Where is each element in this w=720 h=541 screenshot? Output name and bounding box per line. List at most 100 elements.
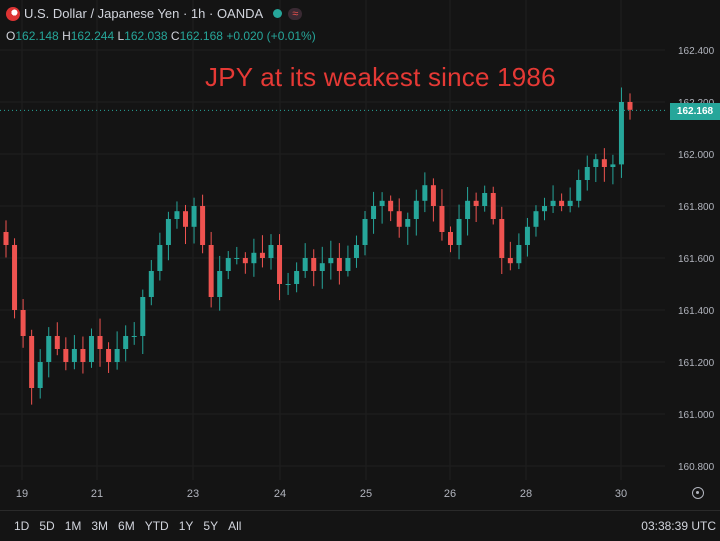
- candle-body: [388, 200, 394, 212]
- candle-body: [285, 284, 291, 285]
- candle-body: [379, 200, 385, 206]
- y-tick-label: 162.000: [678, 150, 715, 161]
- candle-body: [140, 297, 146, 336]
- candle-body: [465, 200, 471, 219]
- timeframe-ytd[interactable]: YTD: [144, 519, 169, 533]
- candle-body: [413, 200, 419, 219]
- chart-header: U.S. Dollar / Japanese Yen · 1h · OANDA …: [6, 6, 303, 21]
- symbol-title[interactable]: U.S. Dollar / Japanese Yen · 1h · OANDA: [24, 6, 264, 21]
- y-tick-label: 161.200: [678, 358, 715, 369]
- candle-body: [353, 245, 359, 258]
- candle-body: [277, 245, 283, 284]
- candle-body: [165, 219, 171, 245]
- bottom-divider: [0, 510, 720, 511]
- candle-body: [362, 219, 368, 245]
- candle-body: [473, 200, 479, 206]
- wave-icon[interactable]: ≈: [288, 7, 303, 20]
- candle-body: [405, 219, 411, 227]
- timeframe-all[interactable]: All: [228, 519, 242, 533]
- x-tick-label: 25: [360, 488, 372, 500]
- candle-body: [482, 193, 488, 206]
- utc-clock[interactable]: 03:38:39 UTC: [641, 519, 716, 533]
- ohlc-legend: O162.148 H162.244 L162.038 C162.168 +0.0…: [6, 29, 316, 43]
- candle-body: [242, 258, 248, 264]
- candle-body: [345, 258, 351, 271]
- candle-body: [114, 349, 120, 362]
- candle-body: [259, 252, 265, 258]
- candle-body: [46, 336, 52, 362]
- candle-body: [311, 258, 317, 271]
- candle-body: [37, 362, 43, 388]
- timeframe-5d[interactable]: 5D: [39, 519, 55, 533]
- x-tick-label: 28: [520, 488, 532, 500]
- flag-icon: [6, 6, 20, 21]
- candle-body: [20, 310, 26, 336]
- candle-body: [29, 336, 35, 388]
- high-value: 162.244: [70, 29, 115, 43]
- x-tick-label: 30: [615, 488, 627, 500]
- candle-body: [97, 336, 103, 349]
- candle-body: [63, 349, 69, 362]
- market-open-icon: [273, 9, 283, 18]
- chart-annotation: JPY at its weakest since 1986: [205, 62, 556, 92]
- candle-body: [567, 200, 573, 206]
- candle-body: [524, 226, 530, 245]
- timeframe-6m[interactable]: 6M: [118, 519, 135, 533]
- timeframe-1m[interactable]: 1M: [64, 519, 82, 533]
- candle-body: [371, 206, 377, 219]
- candle-body: [610, 164, 616, 167]
- candle-body: [294, 271, 300, 284]
- candle-body: [3, 232, 9, 245]
- candle-body: [490, 193, 496, 219]
- candle-body: [328, 258, 334, 264]
- settings-icon[interactable]: [692, 487, 704, 499]
- candle-body: [54, 336, 60, 349]
- candle-body: [174, 211, 180, 219]
- candle-body: [499, 219, 505, 258]
- y-tick-label: 161.400: [678, 306, 715, 317]
- timeframe-5y[interactable]: 5Y: [203, 519, 219, 533]
- candle-body: [456, 219, 462, 245]
- timeframe-1y[interactable]: 1Y: [178, 519, 194, 533]
- candle-body: [422, 185, 428, 201]
- candle-body: [516, 245, 522, 264]
- candle-body: [601, 159, 607, 167]
- candle-body: [576, 180, 582, 201]
- timeframe-bar: 1D 5D 1M 3M 6M YTD 1Y 5Y All: [14, 519, 241, 533]
- candle-body: [88, 336, 94, 362]
- timeframe-3m[interactable]: 3M: [91, 519, 109, 533]
- y-tick-label: 162.400: [678, 46, 715, 57]
- candle-body: [396, 211, 402, 227]
- y-tick-label: 161.000: [678, 410, 715, 421]
- x-tick-label: 26: [444, 488, 456, 500]
- candle-body: [80, 349, 86, 362]
- candle-body: [430, 185, 436, 206]
- candle-body: [251, 252, 257, 264]
- candle-body: [550, 200, 556, 206]
- candle-body: [302, 258, 308, 271]
- candle-body: [131, 336, 137, 337]
- x-tick-label: 23: [187, 488, 199, 500]
- candle-body: [71, 349, 77, 362]
- candle-body: [542, 206, 548, 212]
- candle-body: [618, 102, 624, 165]
- last-price-label: 162.168: [670, 103, 720, 120]
- candle-body: [208, 245, 214, 297]
- candle-body: [533, 211, 539, 227]
- candle-body: [225, 258, 231, 271]
- timeframe-1d[interactable]: 1D: [14, 519, 30, 533]
- y-tick-label: 161.800: [678, 202, 715, 213]
- candle-body: [157, 245, 163, 271]
- candle-body: [12, 245, 18, 310]
- y-tick-label: 161.600: [678, 254, 715, 265]
- candle-body: [268, 245, 274, 258]
- candle-body: [559, 200, 565, 206]
- candle-body: [217, 271, 223, 297]
- x-tick-label: 21: [91, 488, 103, 500]
- low-value: 162.038: [124, 29, 168, 43]
- close-value: 162.168: [179, 29, 223, 43]
- change-value: +0.020 (+0.01%): [226, 29, 316, 43]
- candle-body: [584, 167, 590, 180]
- candle-body: [148, 271, 154, 297]
